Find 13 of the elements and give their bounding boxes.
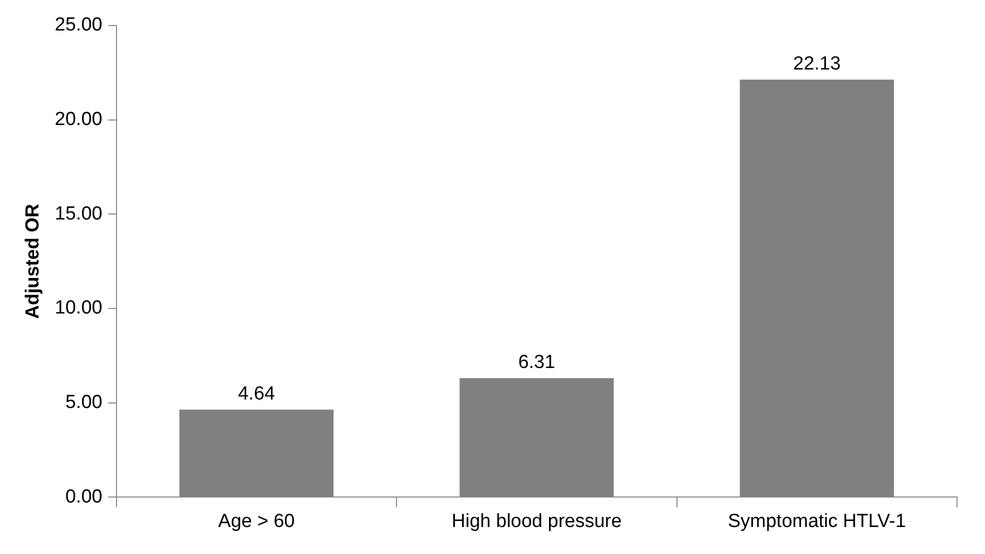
- y-tick-label: 5.00: [65, 392, 102, 414]
- x-tick-label: Age > 60: [218, 510, 295, 532]
- y-tick-label: 20.00: [54, 108, 102, 130]
- y-tick-label: 15.00: [54, 203, 102, 224]
- data-label: 6.31: [518, 352, 556, 373]
- y-axis-title: Adjusted OR: [22, 203, 44, 319]
- y-tick-label: 25.00: [54, 14, 102, 36]
- y-tick-label: 0.00: [65, 486, 102, 508]
- data-label: 4.64: [238, 383, 276, 404]
- data-label: 22.13: [793, 53, 841, 74]
- x-tick-label: High blood pressure: [452, 510, 622, 532]
- y-tick-label: 10.00: [54, 298, 102, 319]
- x-tick-label: Symptomatic HTLV-1: [728, 510, 906, 532]
